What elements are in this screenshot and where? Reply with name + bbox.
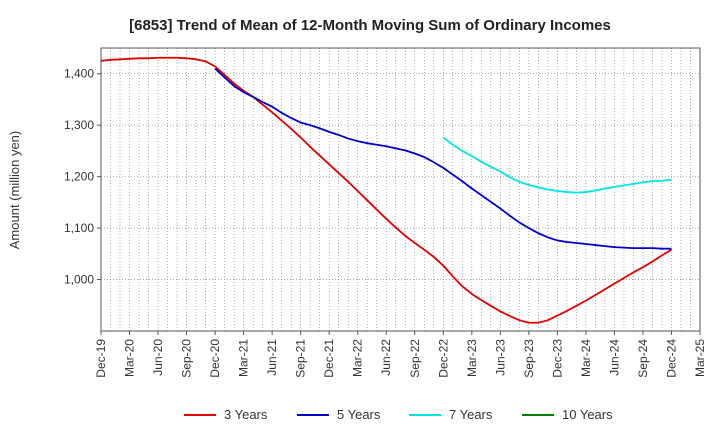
y-tick-label: 1,000 bbox=[64, 273, 94, 287]
y-tick-label: 1,300 bbox=[64, 118, 94, 132]
x-tick-label: Jun-21 bbox=[265, 339, 279, 376]
chart-title: [6853] Trend of Mean of 12-Month Moving … bbox=[129, 17, 611, 34]
x-tick-label: Dec-21 bbox=[322, 339, 336, 378]
legend-label-7-years: 7 Years bbox=[449, 407, 493, 422]
y-axis-label: Amount (million yen) bbox=[7, 131, 22, 250]
x-tick-label: Sep-24 bbox=[636, 339, 650, 378]
x-tick-label: Mar-24 bbox=[579, 339, 593, 377]
legend-label-3-years: 3 Years bbox=[224, 407, 268, 422]
x-tick-label: Jun-24 bbox=[607, 339, 621, 376]
plot-area bbox=[100, 47, 701, 332]
x-tick-label: Dec-24 bbox=[664, 339, 678, 378]
x-tick-label: Dec-23 bbox=[550, 339, 564, 378]
grid bbox=[100, 48, 701, 331]
x-tick-label: Jun-20 bbox=[151, 339, 165, 376]
x-tick-label: Mar-20 bbox=[123, 339, 137, 377]
x-tick-label: Mar-21 bbox=[237, 339, 251, 377]
x-tick-label: Sep-21 bbox=[294, 339, 308, 378]
series-line-3-years bbox=[100, 56, 672, 324]
x-axis: Dec-19 Mar-20 Jun-20 Sep-20 Dec-20 Mar-21 Jun-… bbox=[94, 331, 707, 378]
x-tick-label: Jun-23 bbox=[493, 339, 507, 376]
x-tick-label: Dec-20 bbox=[208, 339, 222, 378]
x-tick-label: Sep-23 bbox=[522, 339, 536, 378]
legend: 3 Years 5 Years 7 Years 10 Years bbox=[184, 407, 613, 422]
series-layer bbox=[100, 56, 672, 324]
x-tick-label: Jun-22 bbox=[379, 339, 393, 376]
y-tick-label: 1,100 bbox=[64, 221, 94, 235]
series-line-7-years bbox=[442, 136, 672, 194]
y-tick-label: 1,200 bbox=[64, 170, 94, 184]
x-tick-label: Mar-22 bbox=[351, 339, 365, 377]
x-tick-label: Sep-22 bbox=[408, 339, 422, 378]
series-line-5-years bbox=[214, 67, 672, 250]
legend-label-10-years: 10 Years bbox=[562, 407, 613, 422]
x-tick-label: Mar-25 bbox=[693, 339, 707, 377]
x-tick-label: Sep-20 bbox=[180, 339, 194, 378]
x-tick-label: Dec-19 bbox=[94, 339, 108, 378]
x-tick-label: Mar-23 bbox=[465, 339, 479, 377]
legend-label-5-years: 5 Years bbox=[337, 407, 381, 422]
y-axis: 1,000 1,100 1,200 1,300 1,400 bbox=[64, 67, 101, 287]
y-tick-label: 1,400 bbox=[64, 67, 94, 81]
x-tick-label: Dec-22 bbox=[436, 339, 450, 378]
